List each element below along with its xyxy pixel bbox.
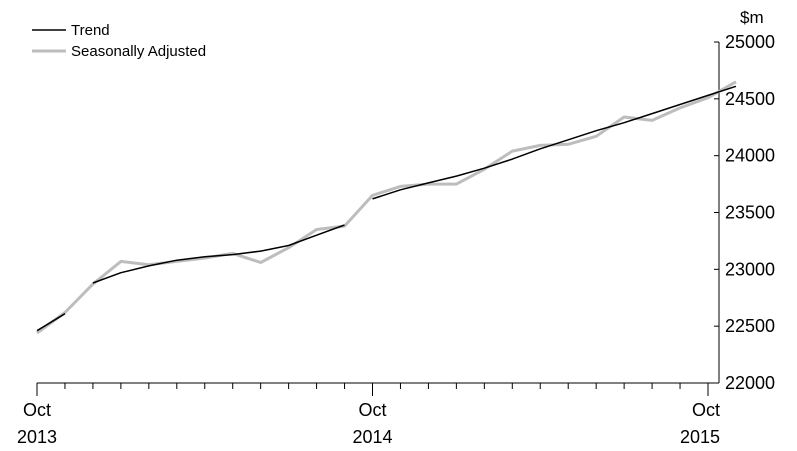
- x-tick-label-year: 2015: [680, 427, 720, 447]
- y-tick-label: 24000: [725, 146, 775, 166]
- seasonally-adjusted-line-segment: [36, 80, 737, 335]
- trend-line-segment: [36, 313, 66, 332]
- legend: Trend Seasonally Adjusted: [32, 22, 206, 60]
- legend-label-seasonally-adjusted: Seasonally Adjusted: [71, 43, 206, 60]
- series-layer: [36, 80, 737, 335]
- y-tick-label: 22000: [725, 373, 775, 393]
- x-tick-label-month: Oct: [358, 400, 386, 420]
- y-axis-unit-label: $m: [740, 8, 764, 27]
- legend-label-trend: Trend: [71, 22, 110, 39]
- x-tick-label-month: Oct: [692, 400, 720, 420]
- x-tick-label-year: 2013: [17, 427, 57, 447]
- y-tick-label: 22500: [725, 316, 775, 336]
- y-tick-label: 25000: [725, 32, 775, 52]
- trend-line-segment: [372, 85, 737, 200]
- y-tick-label: 24500: [725, 89, 775, 109]
- y-axis: 22000 22500 23000 23500 24000 24500 25000: [714, 32, 775, 393]
- y-tick-label: 23500: [725, 203, 775, 223]
- x-tick-label-year: 2014: [352, 427, 392, 447]
- trend-line-segment: [92, 224, 345, 284]
- y-tick-label: 23000: [725, 259, 775, 279]
- x-tick-label-month: Oct: [23, 400, 51, 420]
- x-axis: Oct 2013 Oct 2014 Oct 2015: [17, 382, 720, 447]
